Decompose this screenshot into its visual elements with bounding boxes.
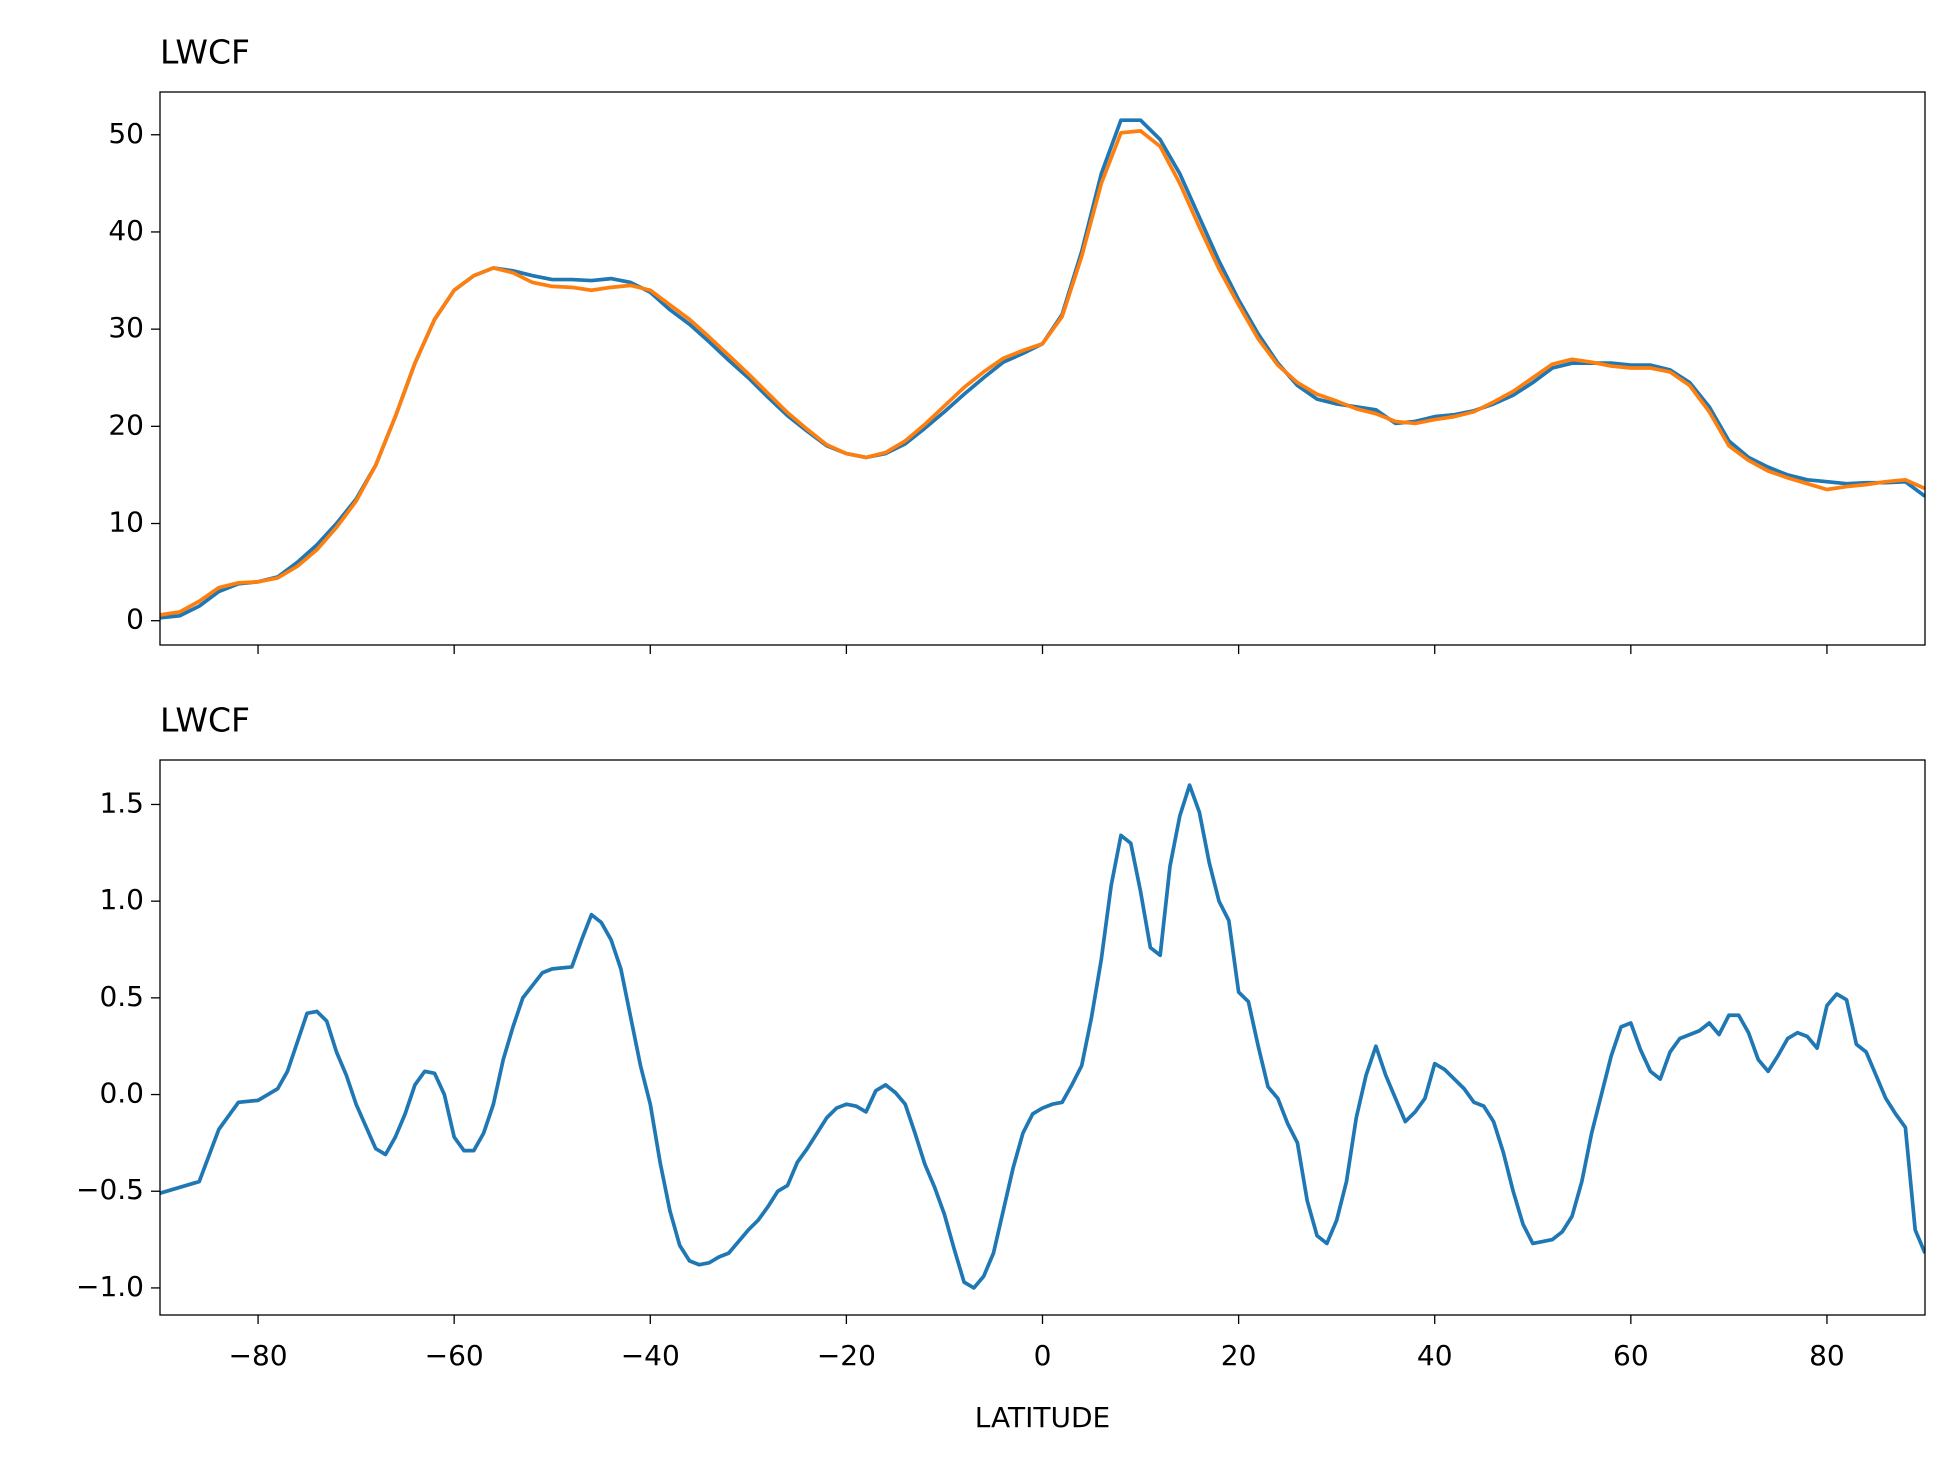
y-tick-label: 50 bbox=[108, 117, 144, 150]
y-tick-label: 0 bbox=[126, 603, 144, 636]
x-tick-label: 40 bbox=[1417, 1339, 1453, 1372]
x-tick-label: −40 bbox=[621, 1339, 680, 1372]
x-tick-label: −80 bbox=[229, 1339, 288, 1372]
x-tick-label: 20 bbox=[1221, 1339, 1257, 1372]
y-tick-label: 0.5 bbox=[99, 980, 144, 1013]
x-tick-label: −20 bbox=[817, 1339, 876, 1372]
x-tick-label: 80 bbox=[1809, 1339, 1845, 1372]
y-tick-label: 30 bbox=[108, 311, 144, 344]
chart-title: LWCF bbox=[160, 33, 250, 72]
y-tick-label: 40 bbox=[108, 214, 144, 247]
x-axis-label: LATITUDE bbox=[975, 1401, 1110, 1434]
chart-title: LWCF bbox=[160, 701, 250, 740]
x-tick-label: 60 bbox=[1613, 1339, 1649, 1372]
y-tick-label: 10 bbox=[108, 506, 144, 539]
data-line bbox=[160, 783, 1925, 1290]
y-tick-label: −1.0 bbox=[76, 1270, 144, 1303]
data-line bbox=[160, 129, 1925, 617]
x-tick-label: −60 bbox=[425, 1339, 484, 1372]
y-tick-label: 1.5 bbox=[99, 786, 144, 819]
y-tick-label: 0.0 bbox=[99, 1077, 144, 1110]
axes-frame bbox=[159, 91, 1926, 646]
y-tick-label: 20 bbox=[108, 408, 144, 441]
axes-frame bbox=[159, 759, 1926, 1316]
x-tick-label: 0 bbox=[1034, 1339, 1052, 1372]
y-tick-label: 1.0 bbox=[99, 883, 144, 916]
y-tick-label: −0.5 bbox=[76, 1173, 144, 1206]
